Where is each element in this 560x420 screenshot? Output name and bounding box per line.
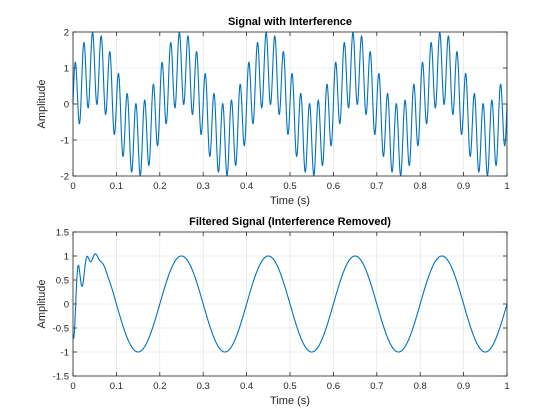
x-tick-label: 0.8 <box>414 181 427 192</box>
y-tick-label: 0 <box>64 300 69 311</box>
y-tick-label: 1.5 <box>56 228 69 239</box>
y-tick-label: -2 <box>61 172 69 183</box>
signal-line <box>72 253 508 353</box>
y-tick-label: 2 <box>64 28 69 39</box>
y-tick-label: 0 <box>64 100 69 111</box>
bottom-axes-frame <box>72 231 508 377</box>
x-tick-label: 0.4 <box>240 381 253 392</box>
x-tick-label: 0.6 <box>327 381 340 392</box>
x-tick-label: 0.3 <box>197 381 210 392</box>
y-tick-label: -1.5 <box>53 372 69 383</box>
bottom-y-axis-label: Amplitude <box>36 280 48 329</box>
x-tick-label: 1 <box>504 181 509 192</box>
x-tick-label: 0.6 <box>327 181 340 192</box>
x-tick-label: 1 <box>504 381 509 392</box>
x-tick-label: 0.7 <box>370 381 383 392</box>
x-tick-label: 0.9 <box>457 381 470 392</box>
x-tick-label: 0.3 <box>197 181 210 192</box>
signal-line <box>72 31 508 177</box>
x-tick-label: 0.7 <box>370 181 383 192</box>
top-y-tick-labels: -2 -1 0 1 2 <box>61 28 69 183</box>
x-tick-label: 0.5 <box>283 181 296 192</box>
y-tick-label: -0.5 <box>53 324 69 335</box>
bottom-axes: 0 0.1 0.2 0.3 0.4 0.5 0.6 0.7 0.8 0.9 1 -1.5 -1 -0.5… <box>36 216 510 407</box>
y-tick-label: 1 <box>64 252 69 263</box>
bottom-x-axis-label: Time (s) <box>270 395 310 407</box>
x-tick-label: 0 <box>70 181 75 192</box>
x-tick-label: 0.5 <box>283 381 296 392</box>
y-tick-label: 0.5 <box>56 276 69 287</box>
y-tick-label: -1 <box>61 136 69 147</box>
top-axes-frame <box>72 31 508 177</box>
x-tick-label: 0.4 <box>240 181 253 192</box>
bottom-series <box>72 253 508 353</box>
x-tick-label: 0.2 <box>153 181 166 192</box>
bottom-y-tick-labels: -1.5 -1 -0.5 0 0.5 1 1.5 <box>53 228 69 383</box>
x-tick-label: 0.2 <box>153 381 166 392</box>
top-x-tick-labels: 0 0.1 0.2 0.3 0.4 0.5 0.6 0.7 0.8 0.9 1 <box>70 181 509 192</box>
x-tick-label: 0.9 <box>457 181 470 192</box>
top-x-axis-label: Time (s) <box>270 195 310 207</box>
top-y-axis-label: Amplitude <box>36 80 48 129</box>
bottom-chart-title: Filtered Signal (Interference Removed) <box>189 216 391 228</box>
top-axes: 0 0.1 0.2 0.3 0.4 0.5 0.6 0.7 0.8 0.9 1 -2 -1 0 1 2 Si… <box>36 16 510 207</box>
y-tick-label: -1 <box>61 348 69 359</box>
x-tick-label: 0 <box>70 381 75 392</box>
y-tick-label: 1 <box>64 64 69 75</box>
x-tick-label: 0.8 <box>414 381 427 392</box>
x-tick-label: 0.1 <box>110 381 123 392</box>
top-chart-title: Signal with Interference <box>228 16 352 28</box>
x-tick-label: 0.1 <box>110 181 123 192</box>
bottom-x-tick-labels: 0 0.1 0.2 0.3 0.4 0.5 0.6 0.7 0.8 0.9 1 <box>70 381 509 392</box>
top-series <box>72 31 508 177</box>
